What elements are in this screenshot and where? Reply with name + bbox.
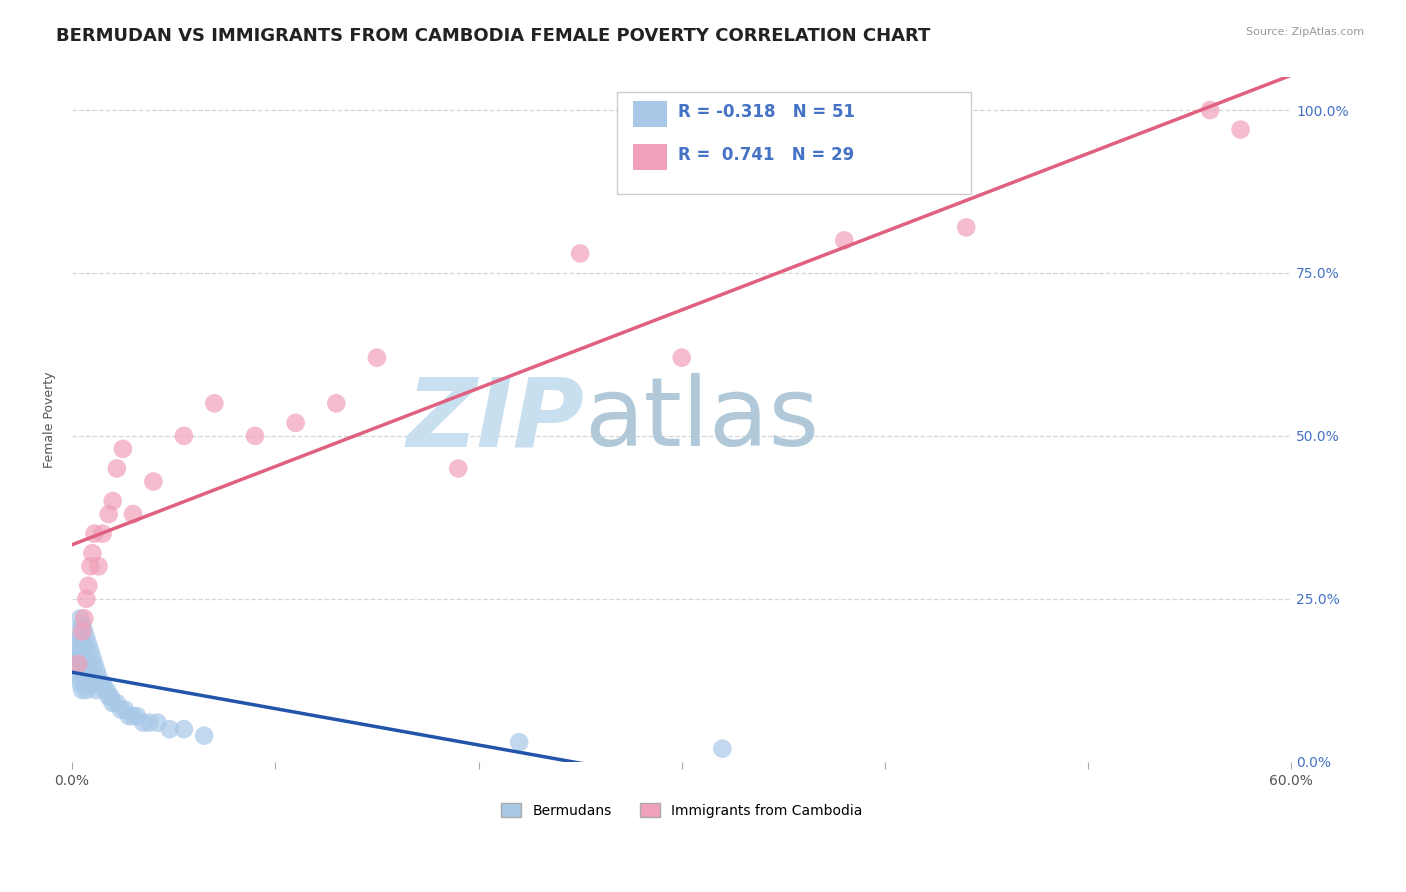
Point [73,670,96,684]
Point [105,461,128,475]
Point [93,683,115,698]
Point [955,220,977,235]
Text: Source: ZipAtlas.com: Source: ZipAtlas.com [1246,27,1364,37]
Point [97,507,120,521]
Point [122,507,145,521]
Point [111,442,134,456]
Legend: Bermudans, Immigrants from Cambodia: Bermudans, Immigrants from Cambodia [495,797,869,823]
Point [173,722,195,736]
Point [73,611,96,625]
Point [69,631,91,645]
Point [101,696,124,710]
Point [173,429,195,443]
Point [67,644,90,658]
Point [91,526,114,541]
Point [65,637,87,651]
Point [142,475,165,489]
Point [100,690,122,704]
Point [67,670,90,684]
Y-axis label: Female Poverty: Female Poverty [44,371,56,467]
Point [114,703,136,717]
Point [91,676,114,690]
Point [67,657,90,671]
Point [202,396,225,410]
Point [97,690,120,704]
Point [73,644,96,658]
Point [75,591,97,606]
Point [73,624,96,639]
Bar [617,93,970,194]
Point [75,657,97,671]
Point [69,650,91,665]
Point [65,664,87,678]
Point [110,703,132,717]
Point [72,618,94,632]
Point [138,715,160,730]
Point [75,631,97,645]
Point [82,676,104,690]
Point [325,396,347,410]
Point [87,670,110,684]
Point [75,683,97,698]
Text: ZIP: ZIP [406,373,583,467]
Point [82,650,104,665]
Point [63,650,86,665]
Point [69,611,91,625]
Point [69,676,91,690]
Text: BERMUDAN VS IMMIGRANTS FROM CAMBODIA FEMALE POVERTY CORRELATION CHART: BERMUDAN VS IMMIGRANTS FROM CAMBODIA FEM… [56,27,931,45]
Point [96,683,118,698]
Point [83,657,105,671]
Point [284,416,307,430]
Text: R =  0.741   N = 29: R = 0.741 N = 29 [678,146,855,164]
Point [86,664,108,678]
Point [72,683,94,698]
Point [1199,103,1222,117]
Text: atlas: atlas [583,373,820,467]
Point [77,637,100,651]
Point [79,559,101,574]
Point [569,246,592,260]
Point [671,351,693,365]
Point [101,494,124,508]
Point [711,741,734,756]
Point [132,715,155,730]
Point [82,546,104,560]
Point [87,559,110,574]
Point [127,709,149,723]
Point [90,676,112,690]
Point [67,624,90,639]
Point [146,715,169,730]
Point [77,579,100,593]
Point [193,729,215,743]
Bar [633,102,666,128]
Point [508,735,530,749]
Point [832,233,855,247]
Point [72,624,94,639]
Point [86,683,108,698]
Point [83,526,105,541]
Point [105,696,128,710]
Point [159,722,181,736]
Point [118,709,141,723]
Point [122,709,145,723]
Point [447,461,470,475]
Point [72,637,94,651]
Point [77,664,100,678]
Point [72,657,94,671]
Text: R = -0.318   N = 51: R = -0.318 N = 51 [678,103,855,121]
Point [79,670,101,684]
Point [1229,122,1251,136]
Point [243,429,266,443]
Point [366,351,388,365]
Point [79,644,101,658]
Bar [633,144,666,169]
